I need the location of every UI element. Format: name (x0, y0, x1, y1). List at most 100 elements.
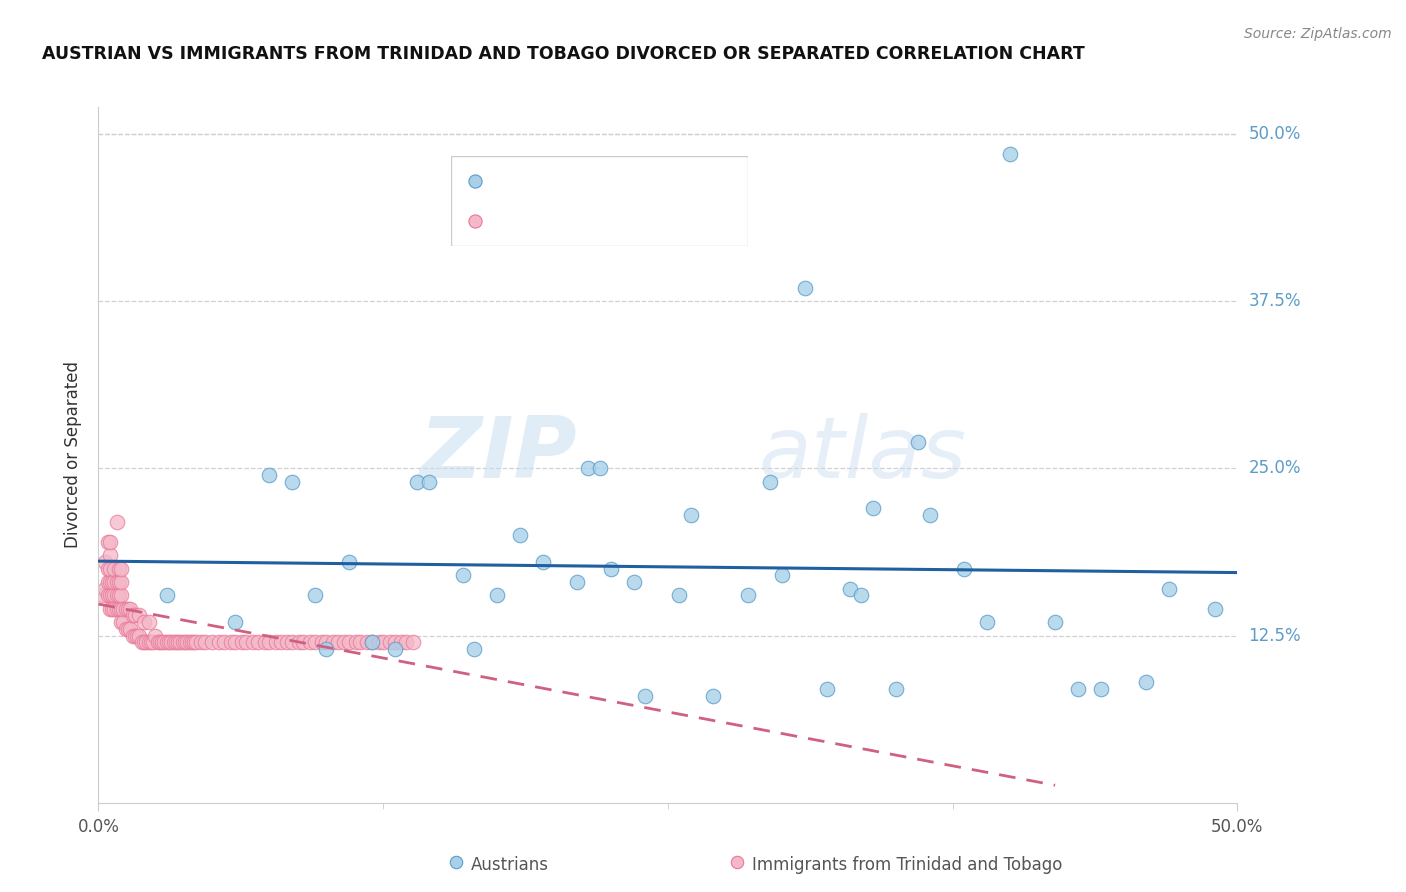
Point (98, 562, 121, 576)
Point (186, 635, 208, 649)
Point (304, 589, 326, 603)
Point (600, 562, 623, 576)
Point (884, 681, 907, 696)
Point (121, 628, 143, 642)
Point (98, 548, 121, 563)
Point (253, 635, 276, 649)
Point (770, 568, 793, 582)
Point (1090, 681, 1112, 696)
Point (634, 689, 657, 703)
Text: AUSTRIAN VS IMMIGRANTS FROM TRINIDAD AND TOBAGO DIVORCED OR SEPARATED CORRELATIO: AUSTRIAN VS IMMIGRANTS FROM TRINIDAD AND… (42, 45, 1085, 62)
Point (108, 575, 131, 590)
Point (464, 174, 486, 188)
Point (208, 635, 231, 649)
Point (1067, 681, 1090, 696)
Point (156, 635, 179, 649)
Point (463, 642, 485, 657)
Point (124, 628, 146, 642)
Point (839, 582, 862, 596)
Point (384, 642, 406, 657)
Point (360, 635, 382, 649)
Point (110, 589, 132, 603)
Point (259, 467, 281, 482)
Point (108, 602, 131, 616)
Point (135, 635, 157, 649)
Point (124, 608, 146, 623)
Point (117, 622, 139, 636)
Point (326, 635, 349, 649)
Point (180, 635, 202, 649)
Point (907, 434, 929, 449)
Point (139, 635, 162, 649)
Point (299, 635, 322, 649)
Point (103, 562, 125, 576)
Point (315, 635, 337, 649)
Text: Source: ZipAtlas.com: Source: ZipAtlas.com (1244, 27, 1392, 41)
Point (276, 635, 298, 649)
Point (110, 602, 132, 616)
Point (96, 589, 118, 603)
Point (110, 562, 132, 576)
Point (486, 589, 509, 603)
Point (96, 562, 118, 576)
Point (337, 555, 360, 569)
Point (281, 635, 304, 649)
Point (451, 568, 474, 582)
Point (138, 635, 160, 649)
Point (264, 635, 287, 649)
Point (235, 635, 257, 649)
Point (378, 635, 401, 649)
Point (190, 635, 212, 649)
Point (132, 615, 155, 630)
Point (918, 508, 941, 523)
Point (91, 589, 114, 603)
Point (1157, 582, 1180, 596)
Point (150, 635, 173, 649)
Point (292, 635, 315, 649)
Point (242, 635, 264, 649)
Point (815, 681, 838, 696)
Point (105, 575, 128, 590)
Point (179, 635, 201, 649)
Point (172, 635, 194, 649)
Point (998, 147, 1021, 161)
Point (149, 635, 172, 649)
Point (103, 575, 125, 590)
Point (759, 475, 782, 489)
Point (145, 628, 167, 642)
Text: N = 113: N = 113 (636, 212, 704, 230)
Point (169, 635, 191, 649)
Point (103, 602, 125, 616)
Point (367, 635, 389, 649)
Point (270, 635, 292, 649)
Point (418, 475, 440, 489)
Y-axis label: Divorced or Separated: Divorced or Separated (65, 361, 83, 549)
Point (231, 635, 253, 649)
Point (105, 602, 128, 616)
Point (117, 602, 139, 616)
Point (702, 689, 724, 703)
Point (337, 635, 360, 649)
Point (246, 635, 269, 649)
Point (167, 635, 190, 649)
Point (176, 635, 198, 649)
Point (114, 602, 136, 616)
Point (259, 635, 281, 649)
Point (127, 628, 149, 642)
Point (112, 615, 135, 630)
Point (224, 635, 246, 649)
Point (201, 635, 224, 649)
Point (153, 635, 176, 649)
Point (281, 475, 304, 489)
Point (588, 461, 610, 475)
Point (793, 281, 815, 295)
Point (384, 635, 406, 649)
Point (464, 214, 486, 228)
Point (103, 589, 125, 603)
Point (406, 475, 429, 489)
Point (112, 602, 135, 616)
Text: atlas: atlas (759, 413, 967, 497)
Point (101, 575, 124, 590)
Point (160, 635, 183, 649)
Point (146, 635, 169, 649)
